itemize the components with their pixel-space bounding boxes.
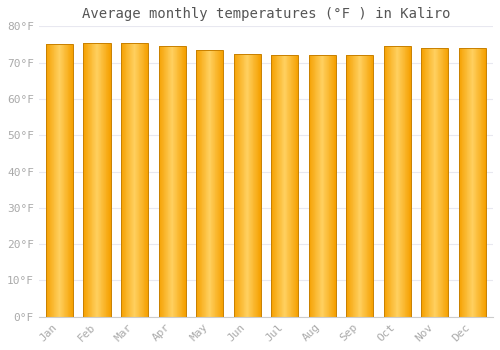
Bar: [234, 54, 260, 317]
Bar: [422, 48, 448, 317]
Bar: [271, 55, 298, 317]
Bar: [308, 55, 336, 317]
Bar: [459, 48, 486, 317]
Bar: [121, 43, 148, 317]
Bar: [384, 46, 411, 317]
Bar: [346, 55, 374, 317]
Title: Average monthly temperatures (°F ) in Kaliro: Average monthly temperatures (°F ) in Ka…: [82, 7, 450, 21]
Bar: [84, 43, 110, 317]
Bar: [196, 50, 223, 317]
Bar: [158, 46, 186, 317]
Bar: [46, 44, 73, 317]
